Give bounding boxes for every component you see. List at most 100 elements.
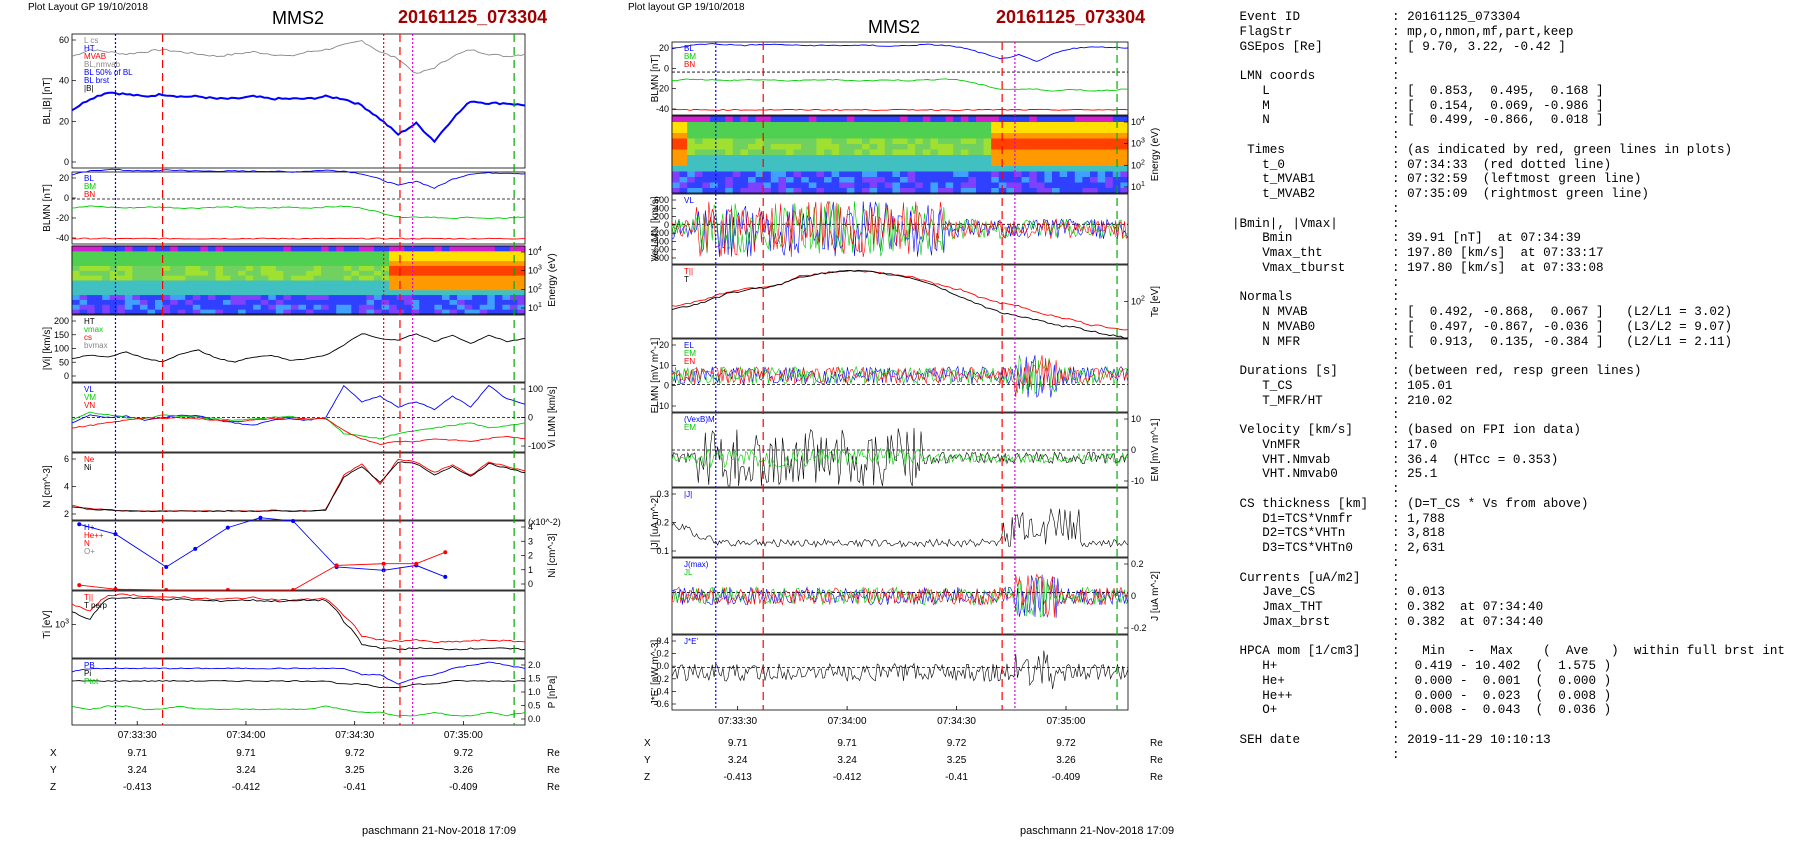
spectrogram-cell — [839, 132, 848, 139]
spectrogram-cell — [94, 299, 103, 305]
spectrogram-cell — [298, 246, 307, 252]
y-tick-label: -40 — [56, 233, 69, 243]
legend-entry: BL brst — [84, 76, 110, 85]
legend-entry: J(max) — [684, 560, 709, 569]
spectrogram-cell — [479, 255, 488, 262]
spectrogram-cell — [892, 176, 901, 183]
spectrogram-cell — [215, 299, 224, 305]
spectrogram-cell — [869, 176, 878, 183]
spectrogram-cell — [502, 246, 511, 252]
spectrogram-cell — [238, 294, 247, 300]
spectrogram-cell — [374, 246, 383, 252]
spectrogram-cell — [808, 187, 817, 194]
info-row: T_MFR/HT: 210.02 — [1232, 394, 1785, 409]
spectrogram-cell — [816, 138, 825, 144]
info-row: t_MVAB1: 07:32:59 (leftmost green line) — [1232, 172, 1785, 187]
spectrogram-cell — [147, 289, 156, 296]
spectrogram-cell — [253, 260, 262, 266]
spectrogram-cell — [434, 275, 443, 281]
spectrogram-cell — [1067, 149, 1076, 155]
spectrogram-cell — [177, 250, 186, 257]
spectrogram-cell — [1006, 182, 1015, 188]
spectrogram-cell — [87, 289, 96, 296]
spectrogram-cell — [778, 160, 787, 166]
y-tick-label: 400 — [654, 203, 669, 213]
y-tick-label: 0.3 — [656, 489, 669, 499]
spectrogram-cell — [694, 171, 703, 177]
spectrogram-cell — [147, 260, 156, 266]
spectrogram-cell — [763, 160, 772, 166]
spectrogram-cell — [155, 289, 164, 296]
spectrogram-cell — [672, 149, 681, 155]
right-spacecraft-title: MMS2 — [868, 17, 921, 37]
y-tick-label: 0 — [64, 193, 69, 203]
spectrogram-cell — [976, 160, 985, 166]
spectrogram-cell — [862, 160, 871, 166]
spectrogram-cell — [366, 304, 375, 310]
panel-frame — [671, 41, 1129, 116]
spectrogram-cell — [419, 289, 428, 296]
data-point — [164, 565, 169, 569]
spectrogram-cell — [960, 116, 969, 122]
spectrogram-cell — [907, 160, 916, 166]
legend-entry: PB — [84, 661, 95, 670]
x-tick-label: 07:33:30 — [718, 716, 757, 727]
spectrogram-cell — [998, 171, 1007, 177]
spectrogram-cell — [253, 246, 262, 252]
spectrogram-cell — [132, 250, 141, 257]
spectrogram-cell — [517, 309, 526, 315]
spectrogram-cell — [185, 265, 194, 271]
spectrogram-cell — [260, 280, 269, 286]
spectrogram-cell — [155, 299, 164, 305]
spectrogram-cell — [808, 176, 817, 183]
spectrogram-cell — [717, 143, 726, 150]
spectrogram-cell — [702, 121, 711, 128]
spectrogram-cell — [884, 149, 893, 155]
spectrogram-cell — [155, 280, 164, 286]
spectrogram-cell — [717, 160, 726, 166]
spectrogram-cell — [464, 265, 473, 271]
spectrogram-cell — [862, 127, 871, 133]
spectrogram-cell — [960, 160, 969, 166]
spectrogram-cell — [464, 246, 473, 252]
spectrogram-cell — [441, 255, 450, 262]
spectrogram-cell — [922, 116, 931, 122]
spectrogram-cell — [801, 154, 810, 161]
spectrogram-cell — [732, 160, 741, 166]
spectrogram-cell — [900, 154, 909, 161]
spectrogram-cell — [778, 132, 787, 139]
spectrogram-cell — [351, 275, 360, 281]
y-axis-label: P [nPa] — [547, 675, 558, 708]
spectrogram-cell — [1082, 143, 1091, 150]
spectrogram-cell — [1006, 176, 1015, 183]
y-axis-label: BLMN [nT] — [42, 184, 53, 232]
spectrogram-cell — [155, 309, 164, 315]
burst-trace — [671, 201, 1129, 257]
spectrogram-cell — [411, 246, 420, 252]
spectrogram-cell — [854, 121, 863, 128]
info-key: Velocity [km/s] — [1232, 423, 1353, 437]
spectrogram-cell — [877, 160, 886, 166]
spectrogram-cell — [381, 246, 390, 252]
series-vn — [71, 416, 526, 445]
spectrogram-cell — [922, 149, 931, 155]
spectrogram-cell — [223, 299, 232, 305]
spectrogram-cell — [869, 116, 878, 122]
info-key: T_MFR/HT — [1232, 393, 1323, 408]
spectrogram-cell — [938, 187, 947, 194]
spectrogram-cell — [102, 270, 111, 276]
info-row: O+: 0.008 - 0.043 ( 0.036 ) — [1232, 703, 1785, 718]
spectrogram-cell — [786, 116, 795, 122]
spectrogram-cell — [132, 284, 141, 291]
spectrogram-cell — [816, 121, 825, 128]
spectrogram-cell — [687, 116, 696, 122]
spectrogram-cell — [694, 160, 703, 166]
spectrogram-cell — [1059, 165, 1068, 172]
spectrogram-cell — [748, 182, 757, 188]
spectrogram-cell — [1067, 160, 1076, 166]
spectrogram-cell — [998, 187, 1007, 194]
spectrogram-cell — [509, 260, 518, 266]
spectrogram-cell — [87, 284, 96, 291]
spectrogram-cell — [321, 255, 330, 262]
spectrogram-cell — [162, 250, 171, 257]
